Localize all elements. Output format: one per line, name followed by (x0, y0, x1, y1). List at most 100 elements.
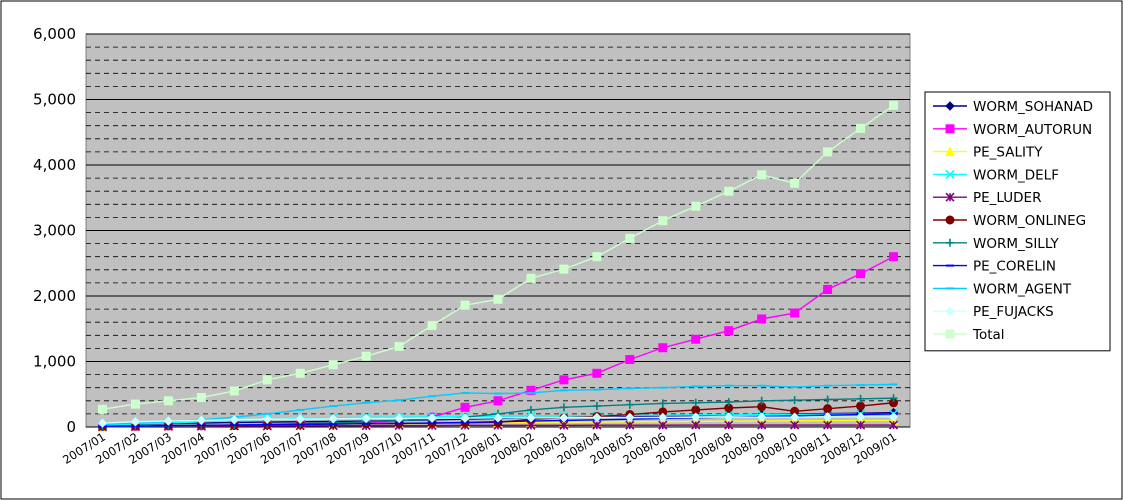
data-point (526, 273, 536, 283)
data-point (460, 413, 470, 423)
y-axis-ticks: 0 1,000 2,000 3,000 4,000 5,000 6,000 (33, 25, 76, 436)
data-point (724, 326, 734, 336)
legend-item: Total (933, 327, 1005, 343)
series-total (97, 100, 899, 414)
series-group (97, 100, 899, 432)
data-point (460, 402, 470, 412)
legend-marker (946, 238, 954, 247)
data-point (526, 413, 536, 423)
legend-label: WORM_SILLY (973, 236, 1060, 252)
y-tick-label: 2,000 (33, 287, 76, 305)
data-point (823, 147, 833, 157)
y-tick-label: 0 (66, 418, 76, 436)
data-point (822, 412, 833, 422)
y-tick-label: 5,000 (33, 91, 76, 109)
data-point (757, 420, 767, 430)
legend-item: WORM_AUTORUN (933, 122, 1092, 138)
data-point (658, 343, 668, 353)
legend-label: WORM_DELF (973, 167, 1059, 183)
data-point (262, 375, 272, 385)
y-tick-label: 4,000 (33, 156, 76, 174)
data-point (691, 201, 701, 211)
data-point (823, 395, 832, 404)
legend-item: WORM_ONLINEG (933, 213, 1086, 229)
data-point (625, 233, 635, 243)
data-point (493, 396, 503, 406)
data-point (625, 420, 635, 430)
data-point (724, 186, 734, 196)
legend-marker (945, 124, 955, 134)
legend-item: PE_FUJACKS (933, 304, 1054, 320)
data-point (130, 417, 141, 427)
data-point (856, 123, 866, 133)
grid (86, 33, 910, 428)
data-point (130, 399, 140, 409)
legend-label: WORM_SOHANAD (973, 99, 1093, 115)
legend-item: PE_SALITY (933, 145, 1043, 161)
legend-marker (945, 215, 955, 225)
legend-item: WORM_SILLY (933, 236, 1060, 252)
legend-marker (945, 306, 955, 316)
legend-label: PE_FUJACKS (973, 304, 1054, 320)
data-point (460, 300, 470, 310)
data-point (658, 420, 668, 430)
data-point (427, 413, 437, 423)
legend-item: PE_LUDER (933, 190, 1041, 206)
data-point (724, 398, 733, 407)
legend-label: WORM_AUTORUN (973, 122, 1092, 138)
data-point (888, 412, 899, 422)
data-point (559, 375, 569, 385)
data-point (724, 412, 734, 422)
data-point (526, 385, 536, 395)
data-point (823, 420, 833, 430)
data-point (394, 341, 404, 351)
legend-marker (945, 101, 955, 111)
data-point (526, 405, 535, 414)
data-point (790, 420, 800, 430)
y-tick-label: 3,000 (33, 222, 76, 240)
data-point (97, 418, 108, 428)
data-point (493, 294, 503, 304)
data-point (889, 252, 899, 262)
data-point (592, 368, 602, 378)
y-tick-label: 1,000 (33, 353, 76, 371)
data-point (229, 415, 240, 425)
legend: WORM_SOHANAD WORM_AUTORUN PE_SALITY WORM_DE… (924, 91, 1111, 352)
data-point (691, 420, 701, 430)
data-point (361, 351, 371, 361)
data-point (856, 269, 866, 279)
legend-marker (945, 329, 955, 339)
data-point (691, 334, 701, 344)
data-point (888, 420, 899, 430)
data-point (790, 308, 800, 318)
legend-label: PE_SALITY (973, 145, 1043, 161)
data-point (559, 420, 569, 430)
data-point (328, 414, 338, 424)
data-point (262, 414, 272, 424)
legend-item: PE_CORELIN (933, 259, 1056, 275)
legend-item: WORM_DELF (933, 167, 1059, 183)
data-point (756, 412, 767, 422)
y-tick-label: 6,000 (33, 25, 76, 43)
data-point (658, 412, 668, 423)
data-point (163, 416, 174, 426)
data-point (889, 100, 899, 110)
data-point (229, 386, 239, 396)
data-point (196, 393, 206, 403)
data-point (361, 413, 371, 424)
data-point (789, 412, 800, 422)
legend-label: PE_LUDER (973, 190, 1041, 206)
legend-label: WORM_ONLINEG (973, 213, 1086, 229)
data-point (394, 413, 404, 424)
data-point (757, 314, 767, 324)
data-point (856, 394, 865, 403)
data-point (163, 396, 173, 406)
data-point (790, 178, 800, 188)
data-point (823, 404, 833, 414)
legend-label: WORM_AGENT (973, 281, 1072, 297)
data-point (855, 420, 866, 430)
legend-marker (945, 146, 955, 157)
data-point (592, 252, 602, 262)
data-point (855, 412, 866, 422)
